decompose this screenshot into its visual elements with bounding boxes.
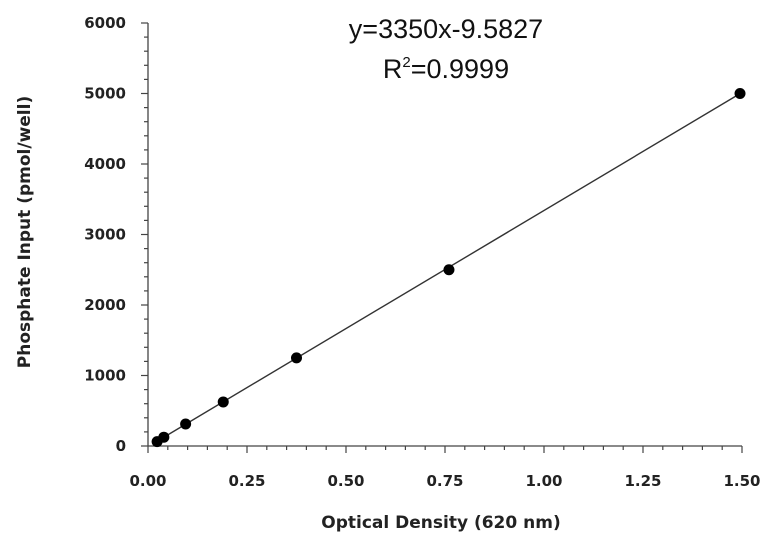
x-axis-title: Optical Density (620 nm) xyxy=(321,513,560,533)
y-ticks: 0 1000 2000 3000 4000 5000 6000 xyxy=(84,14,148,455)
x-tick-label: 1.50 xyxy=(723,472,760,490)
data-point xyxy=(443,264,455,276)
x-tick-label: 1.00 xyxy=(525,472,562,490)
y-tick-label: 4000 xyxy=(84,155,126,173)
data-point xyxy=(734,88,746,99)
data-point xyxy=(158,431,170,443)
y-tick-label: 5000 xyxy=(84,85,126,103)
x-tick-label: 0.50 xyxy=(327,472,364,490)
y-tick-label: 1000 xyxy=(84,367,126,385)
axes xyxy=(147,23,742,447)
y-tick-label: 2000 xyxy=(84,296,126,314)
y-axis-title: Phosphate Input (pmol/well) xyxy=(15,96,35,368)
x-tick-label: 0.25 xyxy=(228,472,265,490)
y-tick-label: 0 xyxy=(116,437,126,455)
r-squared-value: =0.9999 xyxy=(411,54,509,84)
data-point xyxy=(180,418,192,430)
y-tick-label: 3000 xyxy=(84,226,126,244)
r-squared-prefix: R xyxy=(383,54,403,84)
y-tick-label: 6000 xyxy=(84,14,126,32)
x-tick-label: 0.00 xyxy=(129,472,166,490)
data-point xyxy=(291,352,302,364)
data-point xyxy=(217,396,229,408)
x-ticks: 0.00 0.25 0.50 0.75 1.00 1.25 1.50 xyxy=(129,446,761,490)
fit-equation: y=3350x-9.5827 xyxy=(349,14,543,44)
r-squared: R2=0.9999 xyxy=(383,54,509,84)
r-squared-superscript: 2 xyxy=(402,54,410,71)
x-tick-label: 0.75 xyxy=(426,472,463,490)
x-tick-label: 1.25 xyxy=(624,472,661,490)
points-layer xyxy=(151,88,746,448)
